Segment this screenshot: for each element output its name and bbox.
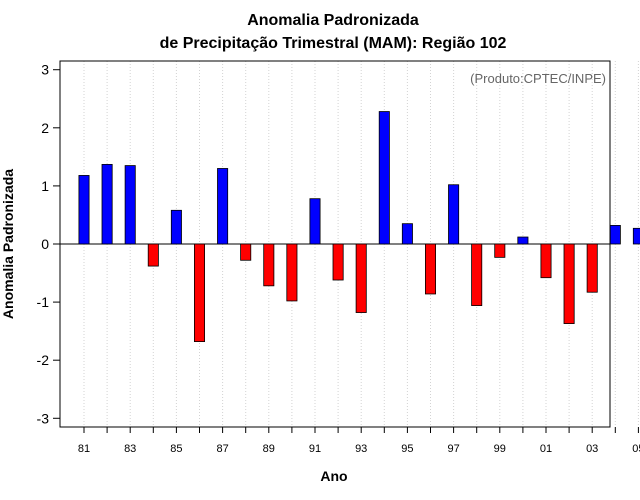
x-tick-label: 01 [540,443,552,455]
x-tick-label: 95 [401,443,413,455]
chart-title-line2: de Precipitação Trimestral (MAM): Região… [160,35,507,52]
bar-99 [494,243,506,258]
x-tick-label: 85 [170,443,182,455]
y-tick-label: 2 [41,120,49,136]
y-tick-label: 1 [41,178,49,194]
bar-95 [401,223,413,245]
x-tick-label: 99 [494,443,506,455]
bar-90 [286,243,298,302]
bar-01 [540,243,552,279]
bar-96 [424,243,436,295]
bar-04 [609,225,621,245]
y-axis: -3 -2 -1 0 1 2 3 [37,62,60,426]
bar-86 [193,243,205,342]
x-tick-label: 81 [78,443,90,455]
bar-94 [378,111,390,245]
x-tick-label: 03 [586,443,598,455]
bar-84 [147,243,159,267]
x-tick-label: 91 [309,443,321,455]
bars [78,111,640,342]
bar-89 [263,243,275,287]
bar-88 [240,243,252,261]
bar-02 [563,243,575,324]
x-tick-label: 89 [263,443,275,455]
product-annotation: (Produto:CPTEC/INPE) [470,71,606,86]
y-tick-label: -1 [37,294,50,310]
bar-91 [309,198,321,245]
bar-82 [101,164,113,245]
y-tick-label: -3 [37,410,50,426]
bar-85 [170,209,182,245]
bar-97 [448,184,460,245]
chart-title-line1: Anomalia Padronizada [247,12,419,29]
x-tick-label: 87 [216,443,228,455]
bar-92 [332,243,344,281]
x-tick-label: 83 [124,443,136,455]
x-axis-title: Ano [320,468,347,484]
y-tick-label: -2 [37,352,50,368]
bar-93 [355,243,367,313]
y-axis-title: Anomalia Padronizada [0,169,16,319]
y-tick-label: 3 [41,62,49,78]
x-tick-label: 05 [632,443,640,455]
y-tick-label: 0 [41,236,49,252]
bar-00 [517,236,529,245]
x-tick-label: 97 [447,443,459,455]
bar-81 [78,175,90,245]
bar-03 [586,243,598,293]
x-tick-label: 93 [355,443,367,455]
bar-87 [217,168,229,245]
bar-05 [632,227,640,245]
x-axis: 8183858789919395979901030507091113151719… [78,427,640,455]
bar-83 [124,165,136,245]
bar-98 [471,243,483,306]
